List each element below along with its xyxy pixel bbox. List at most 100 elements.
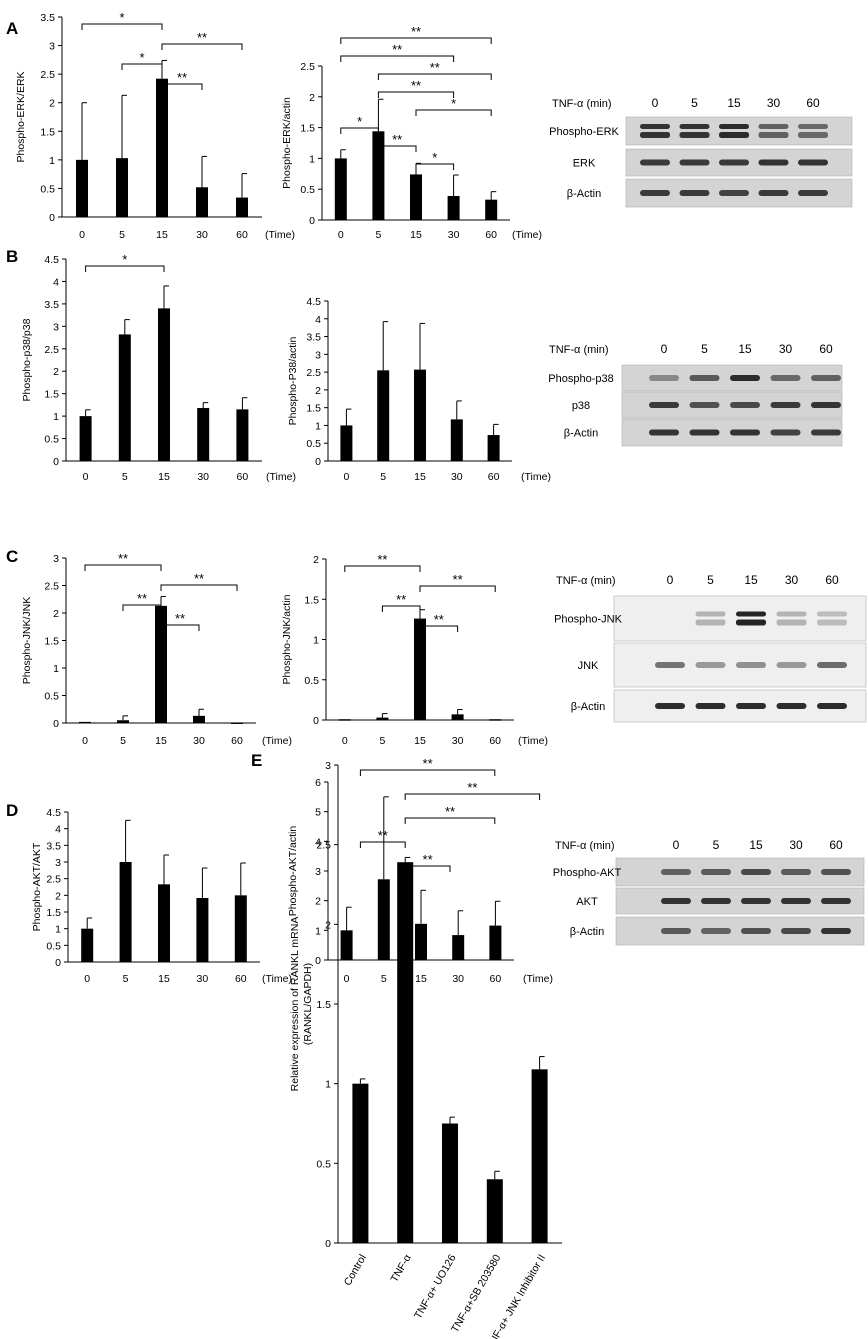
lane-label: 30 — [767, 96, 781, 110]
y-tick-label: 2 — [309, 92, 315, 104]
bar — [352, 1083, 369, 1243]
bar — [155, 605, 167, 723]
y-axis-label: Phospho-AKT/AKT — [31, 842, 43, 931]
x-category-label: 15 — [156, 229, 168, 241]
blot-row-label: p38 — [572, 400, 590, 412]
blot-row-label: JNK — [578, 660, 599, 672]
blot-row-label: Phospho-AKT — [553, 867, 622, 879]
y-tick-label: 2 — [53, 608, 59, 620]
significance-bracket — [122, 604, 162, 611]
x-category-label: 15 — [414, 735, 426, 747]
bar — [118, 334, 131, 461]
time-axis-label: (Time) — [266, 471, 296, 483]
panel-letter: E — [251, 751, 262, 770]
y-tick-label: 4 — [55, 824, 61, 836]
y-tick-label: 1 — [55, 924, 61, 936]
blot-row-label: AKT — [576, 896, 598, 908]
time-axis-label: (Time) — [512, 229, 542, 241]
significance-label: ** — [197, 30, 207, 45]
blot-band — [719, 124, 749, 129]
x-category-label: TNF-α+ UO126 — [412, 1252, 459, 1321]
y-tick-label: 3.5 — [40, 12, 55, 24]
lane-label: 60 — [819, 342, 833, 356]
y-tick-label: 1 — [315, 420, 321, 432]
lane-label: 0 — [661, 342, 668, 356]
blot-row-label: Phospho-JNK — [554, 614, 623, 626]
chart-a1: A 0 0.5 1 1.5 2 2.5 3 3.5 0 5 15 30 60 (Time) Phospho-E… — [6, 10, 295, 241]
significance-bracket — [85, 265, 165, 272]
significance-label: * — [122, 252, 127, 267]
bar — [340, 425, 353, 461]
bar — [79, 721, 91, 724]
y-tick-label: 1.5 — [300, 123, 315, 135]
significance-bracket — [377, 145, 417, 152]
bar — [377, 879, 390, 960]
bar — [486, 1179, 503, 1243]
bar — [447, 195, 460, 220]
blot-band — [701, 869, 731, 875]
x-category-label: TNF-α+SB 203580 — [449, 1252, 504, 1334]
blot-band — [817, 619, 847, 626]
x-category-label: 30 — [452, 973, 464, 985]
x-category-label: Control — [342, 1253, 369, 1288]
x-category-label: 0 — [83, 471, 89, 483]
x-category-label: 5 — [120, 735, 126, 747]
blot-band — [758, 159, 789, 166]
y-tick-label: 1 — [325, 1079, 331, 1091]
significance-bracket — [121, 63, 163, 70]
y-tick-label: 0 — [49, 212, 55, 224]
bar — [410, 174, 422, 220]
blot-band — [821, 869, 851, 875]
y-tick-label: 1 — [53, 663, 59, 675]
blot-band — [758, 190, 789, 196]
y-tick-label: 3 — [325, 760, 331, 772]
blot-band — [649, 375, 679, 381]
x-category-label: 0 — [344, 973, 350, 985]
blot-strip — [613, 595, 867, 642]
y-tick-label: 2.5 — [306, 367, 321, 379]
y-tick-label: 1 — [315, 925, 321, 937]
blot-band — [817, 662, 847, 668]
blot-row-label: β-Actin — [567, 188, 601, 200]
blot-band — [695, 619, 726, 626]
blot-band — [655, 703, 685, 709]
bar — [450, 419, 463, 461]
blot-band — [695, 611, 726, 617]
lane-label: 60 — [825, 573, 839, 587]
significance-bracket — [161, 43, 243, 50]
y-tick-label: 0.5 — [44, 434, 59, 446]
x-category-label: 30 — [197, 471, 209, 483]
x-category-label: 15 — [410, 229, 422, 241]
blot-row-label: Phospho-ERK — [549, 126, 619, 138]
panel-letter: D — [6, 801, 18, 820]
blot-band — [776, 619, 807, 626]
x-category-label: 30 — [452, 735, 464, 747]
significance-bracket — [404, 793, 541, 800]
x-category-label: 30 — [448, 229, 460, 241]
bar — [158, 308, 170, 461]
chart-b2: 0 0.5 1 1.5 2 2.5 3 3.5 4 4.5 0 5 15 30 60 (Time) Phosph… — [287, 296, 551, 483]
y-tick-label: 1.5 — [44, 636, 59, 648]
blot-strip — [625, 116, 853, 146]
bar — [197, 408, 210, 461]
y-tick-label: 5 — [315, 807, 321, 819]
tnf-alpha-header: TNF-α (min) — [552, 98, 612, 110]
significance-label: ** — [430, 60, 440, 75]
blot-band — [741, 898, 771, 904]
y-tick-label: 2.5 — [44, 581, 59, 593]
significance-bracket — [415, 163, 455, 170]
bar — [442, 1123, 458, 1243]
y-tick-label: 2 — [325, 919, 331, 931]
significance-bracket — [419, 625, 459, 632]
x-category-label: 60 — [236, 229, 248, 241]
bar — [397, 862, 414, 1243]
bar — [236, 409, 249, 461]
blot-band — [736, 611, 766, 617]
bar — [156, 78, 168, 217]
blot-band — [695, 662, 726, 668]
x-category-label: 0 — [338, 229, 344, 241]
significance-label: ** — [411, 78, 421, 93]
blot-band — [640, 159, 670, 166]
significance-bracket — [377, 91, 455, 98]
bar — [117, 720, 129, 723]
